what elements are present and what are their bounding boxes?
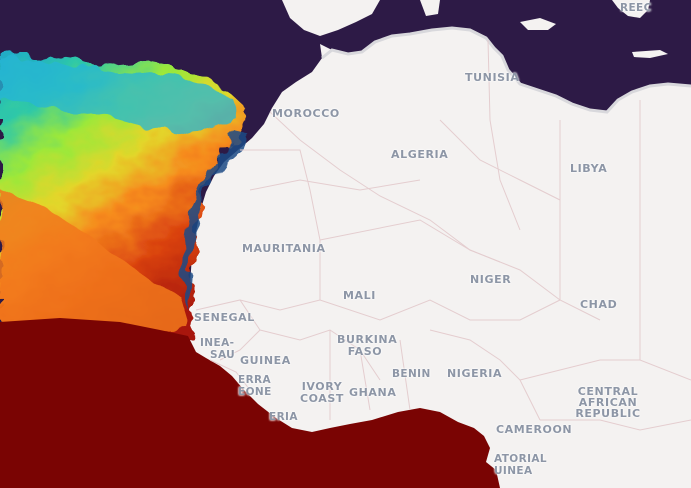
label-libya: LIBYA <box>570 162 608 175</box>
label-guinea-bissau-line1: INEA- <box>200 337 235 349</box>
label-car-line2: AFRICAN <box>578 396 638 409</box>
label-car-line1: CENTRAL <box>577 385 639 398</box>
sea-warm-patch <box>0 190 190 340</box>
label-sierra-leone-line2: EONE <box>238 386 272 398</box>
sea-south <box>0 318 500 488</box>
label-guinea-bissau-line2: SAU <box>210 349 236 361</box>
label-algeria: ALGERIA <box>391 148 449 161</box>
label-niger: NIGER <box>470 273 512 286</box>
land-spain <box>282 0 380 36</box>
coastal-upwelling <box>182 132 252 310</box>
land-sardinia <box>420 0 440 16</box>
land-greece <box>612 0 650 18</box>
label-car-line3: REPUBLIC <box>575 407 641 420</box>
label-guinea: GUINEA <box>240 354 291 367</box>
label-eq-guinea-line2: UINEA <box>494 465 533 477</box>
label-ivory-coast-line1: IVORY <box>301 380 343 393</box>
label-ghana: GHANA <box>349 386 397 399</box>
label-cameroon: CAMEROON <box>496 423 573 436</box>
label-liberia: ERIA <box>269 411 298 423</box>
label-mauritania: MAURITANIA <box>242 242 326 255</box>
label-sierra-leone-line1: ERRA <box>238 374 272 386</box>
label-burkina-line2: FASO <box>347 345 383 358</box>
label-greece: REEC <box>620 2 652 14</box>
label-tunisia: TUNISIA <box>465 71 520 84</box>
label-nigeria: NIGERIA <box>447 367 503 380</box>
label-ivory-coast-line2: COAST <box>299 392 345 405</box>
country-borders <box>195 39 691 431</box>
land-sicily <box>520 18 556 30</box>
label-eq-guinea-line1: ATORIAL <box>494 453 548 465</box>
label-mali: MALI <box>343 289 376 302</box>
land-crete <box>632 50 668 58</box>
label-morocco: MOROCCO <box>272 107 340 120</box>
label-burkina-line1: BURKINA <box>337 333 398 346</box>
label-chad: CHAD <box>580 298 618 311</box>
sea-cool-patch <box>0 58 238 135</box>
med-coast-shadow <box>321 26 691 114</box>
label-senegal: SENEGAL <box>194 311 255 324</box>
label-benin: BENIN <box>392 368 431 380</box>
